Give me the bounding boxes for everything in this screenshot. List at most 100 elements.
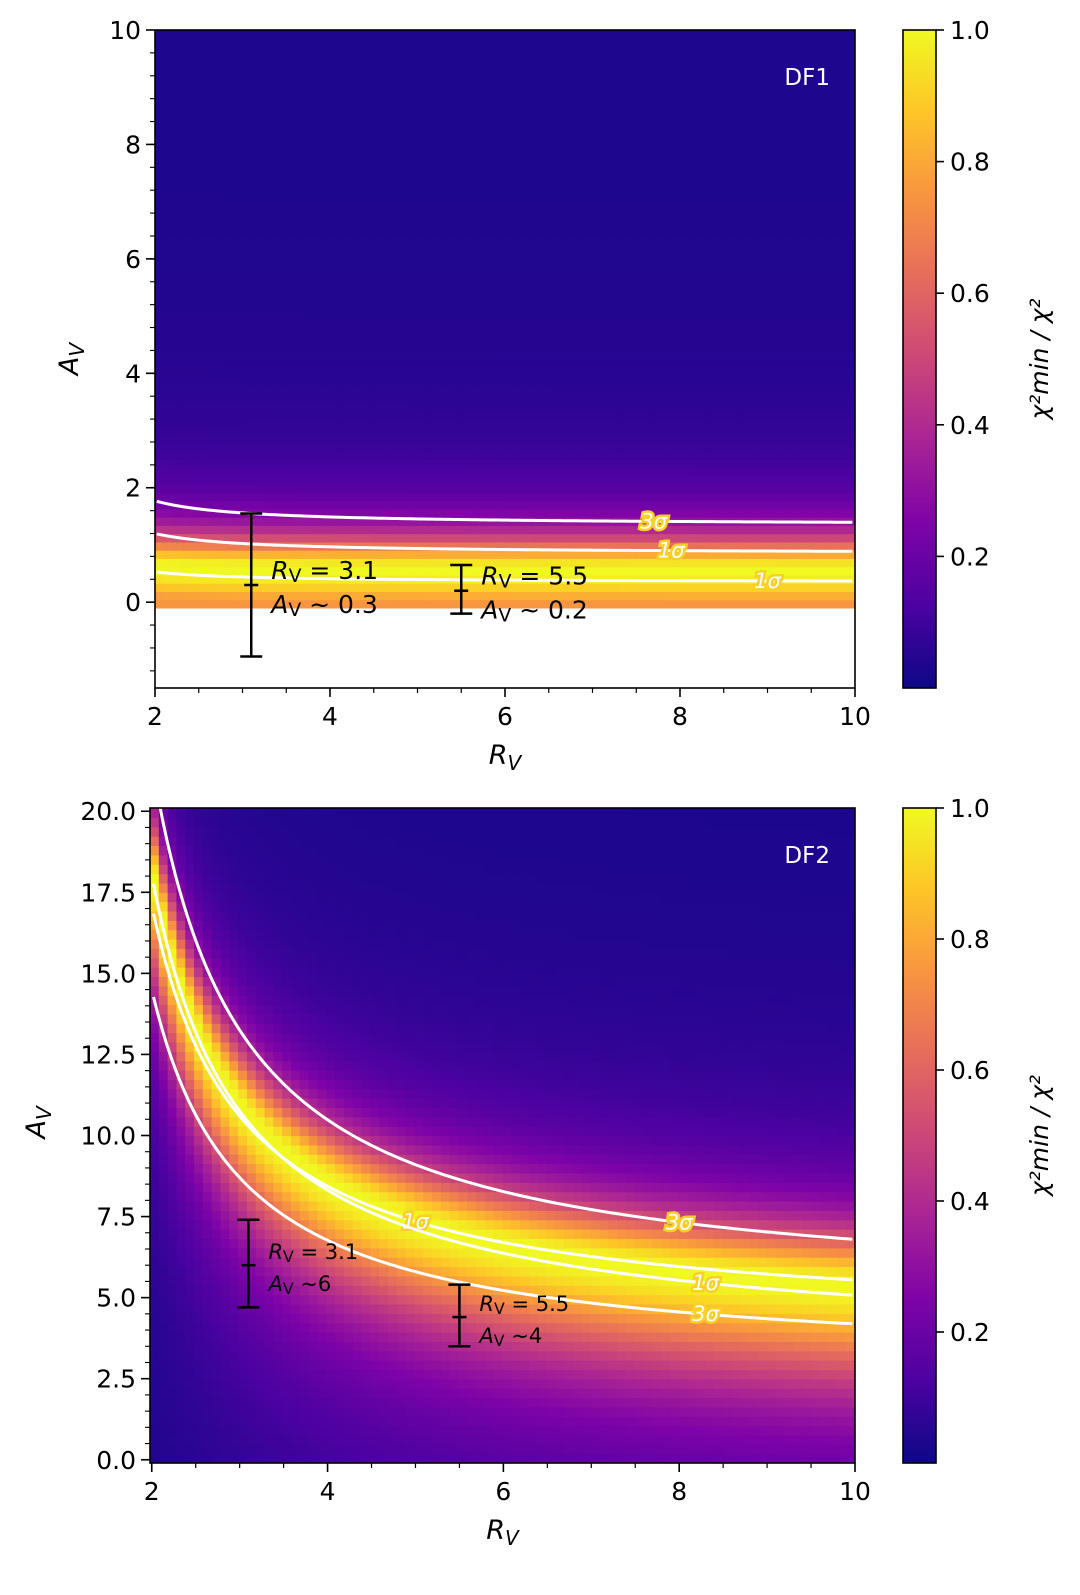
heatmap-cell bbox=[680, 120, 690, 130]
heatmap-cell bbox=[373, 261, 384, 271]
heatmap-cell bbox=[242, 591, 252, 601]
heatmap-cell bbox=[732, 30, 742, 39]
heatmap-cell bbox=[715, 236, 725, 246]
heatmap-cell bbox=[155, 203, 165, 213]
heatmap-cell bbox=[618, 550, 629, 559]
heatmap-cell bbox=[671, 79, 681, 89]
heatmap-cell bbox=[601, 162, 611, 171]
heatmap-cell bbox=[435, 294, 445, 304]
heatmap-cell bbox=[286, 500, 296, 510]
heatmap-cell bbox=[190, 162, 200, 171]
heatmap-cell bbox=[557, 343, 567, 353]
heatmap-cell bbox=[295, 186, 305, 196]
heatmap-cell bbox=[391, 244, 401, 254]
heatmap-cell bbox=[181, 327, 191, 337]
heatmap-cell bbox=[470, 484, 480, 493]
heatmap-cell bbox=[610, 236, 620, 246]
heatmap-cell bbox=[592, 170, 602, 180]
heatmap-cell bbox=[155, 484, 165, 493]
heatmap-cell bbox=[435, 583, 445, 592]
heatmap-cell bbox=[330, 145, 340, 155]
heatmap-cell bbox=[688, 63, 699, 72]
heatmap-cell bbox=[505, 401, 515, 411]
heatmap-cell bbox=[601, 426, 611, 436]
heatmap-cell bbox=[338, 517, 349, 526]
heatmap-cell bbox=[758, 203, 769, 213]
heatmap-cell bbox=[321, 484, 331, 493]
heatmap-cell bbox=[680, 426, 690, 436]
heatmap-cell bbox=[627, 129, 637, 138]
heatmap-cell bbox=[198, 451, 209, 460]
heatmap-cell bbox=[382, 294, 392, 304]
heatmap-cell bbox=[356, 38, 366, 48]
heatmap-cell bbox=[198, 566, 209, 576]
heatmap-cell bbox=[680, 195, 690, 204]
heatmap-cell bbox=[330, 376, 340, 386]
heatmap-cell bbox=[382, 261, 392, 271]
heatmap-cell bbox=[356, 566, 366, 576]
heatmap-cell bbox=[286, 467, 296, 477]
heatmap-cell bbox=[172, 459, 182, 469]
heatmap-cell bbox=[207, 71, 217, 81]
heatmap-cell bbox=[592, 269, 602, 279]
heatmap-cell bbox=[400, 261, 410, 271]
heatmap-cell bbox=[198, 54, 209, 64]
heatmap-cell bbox=[338, 525, 349, 535]
heatmap-cell bbox=[225, 87, 235, 97]
heatmap-cell bbox=[382, 550, 392, 559]
heatmap-cell bbox=[566, 525, 576, 535]
heatmap-cell bbox=[496, 533, 506, 543]
heatmap-cell bbox=[373, 38, 384, 48]
heatmap-cell bbox=[286, 401, 296, 411]
heatmap-cell bbox=[461, 467, 471, 477]
heatmap-cell bbox=[592, 63, 602, 72]
heatmap-cell bbox=[575, 153, 585, 163]
heatmap-cell bbox=[303, 318, 314, 328]
heatmap-cell bbox=[155, 384, 165, 394]
heatmap-cell bbox=[618, 459, 629, 469]
heatmap-cell bbox=[155, 517, 165, 526]
heatmap-cell bbox=[688, 558, 699, 568]
heatmap-cell bbox=[277, 583, 287, 592]
heatmap-cell bbox=[645, 87, 655, 97]
heatmap-cell bbox=[688, 459, 699, 469]
heatmap-cell bbox=[758, 409, 769, 419]
heatmap-cell bbox=[443, 541, 454, 551]
heatmap-cell bbox=[715, 368, 725, 378]
heatmap-cell bbox=[478, 500, 489, 510]
heatmap-cell bbox=[732, 261, 742, 271]
heatmap-cell bbox=[295, 137, 305, 147]
heatmap-cell bbox=[303, 327, 314, 337]
heatmap-cell bbox=[513, 186, 524, 196]
heatmap-cell bbox=[330, 327, 340, 337]
heatmap-cell bbox=[548, 426, 559, 436]
heatmap-cell bbox=[198, 261, 209, 271]
heatmap-cell bbox=[198, 195, 209, 204]
heatmap-cell bbox=[513, 360, 524, 370]
heatmap-cell bbox=[198, 153, 209, 163]
heatmap-cell bbox=[627, 285, 637, 295]
heatmap-cell bbox=[741, 145, 751, 155]
heatmap-cell bbox=[653, 508, 664, 518]
heatmap-cell bbox=[382, 384, 392, 394]
heatmap-cell bbox=[601, 145, 611, 155]
heatmap-cell bbox=[373, 310, 384, 320]
heatmap-cell bbox=[312, 550, 322, 559]
heatmap-cell bbox=[671, 178, 681, 188]
heatmap-cell bbox=[592, 409, 602, 419]
heatmap-cell bbox=[636, 228, 646, 237]
heatmap-cell bbox=[557, 434, 567, 444]
heatmap-cell bbox=[268, 79, 279, 89]
heatmap-cell bbox=[575, 211, 585, 221]
heatmap-cell bbox=[356, 376, 366, 386]
heatmap-cell bbox=[312, 525, 322, 535]
heatmap-cell bbox=[487, 484, 497, 493]
heatmap-cell bbox=[697, 484, 707, 493]
heatmap-cell bbox=[435, 525, 445, 535]
heatmap-cell bbox=[732, 195, 742, 204]
heatmap-cell bbox=[478, 368, 489, 378]
heatmap-cell bbox=[662, 269, 672, 279]
heatmap-cell bbox=[548, 541, 559, 551]
heatmap-cell bbox=[277, 219, 287, 229]
heatmap-cell bbox=[312, 566, 322, 576]
